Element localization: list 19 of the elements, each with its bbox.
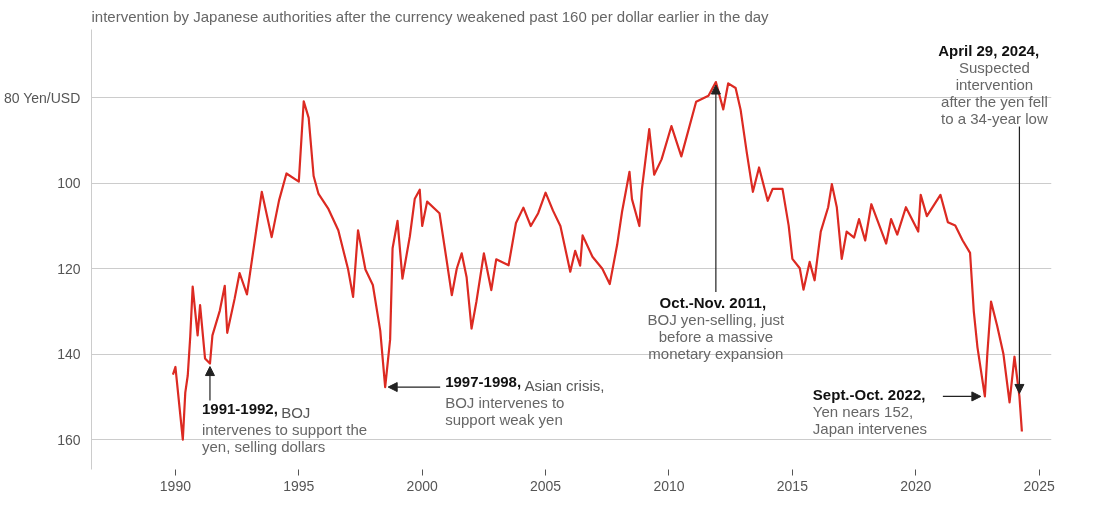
x-tick-label: 1990 [159, 477, 192, 494]
x-tick-label: 2020 [900, 477, 932, 494]
annotation: 1991-1992, BOJ intervenes to support the yen, selling dollars [201, 399, 368, 455]
x-tick-label: 2010 [653, 477, 685, 494]
y-tick-label: 160 [57, 431, 81, 448]
y-tick-label: 100 [57, 175, 81, 192]
x-tick-label: 2000 [406, 477, 438, 494]
annotation: April 29, 2024, Suspected intervention after the yen fell to a 34-year low [938, 42, 1048, 128]
x-tick-label: 2025 [1023, 477, 1055, 494]
y-tick-label: 120 [57, 260, 81, 277]
x-tick-label: 1995 [283, 477, 315, 494]
chart-subtitle: intervention by Japanese authorities after the currency weakened past 160 per dollar earlier in the day [91, 7, 770, 25]
annotation: 1997-1998, Asian crisis, BOJ intervenes to support weak yen [445, 373, 605, 429]
x-tick-label: 2005 [530, 477, 562, 494]
y-tick-label: 80 Yen/USD [3, 89, 81, 106]
x-tick-label: 2015 [776, 477, 809, 494]
y-tick-label: 140 [57, 346, 81, 363]
annotation: Sept.-Oct. 2022, Yen nears 152, Japan intervenes [812, 386, 928, 438]
annotation: Oct.-Nov. 2011, BOJ yen-selling, just before a massive monetary expansion [647, 294, 786, 363]
